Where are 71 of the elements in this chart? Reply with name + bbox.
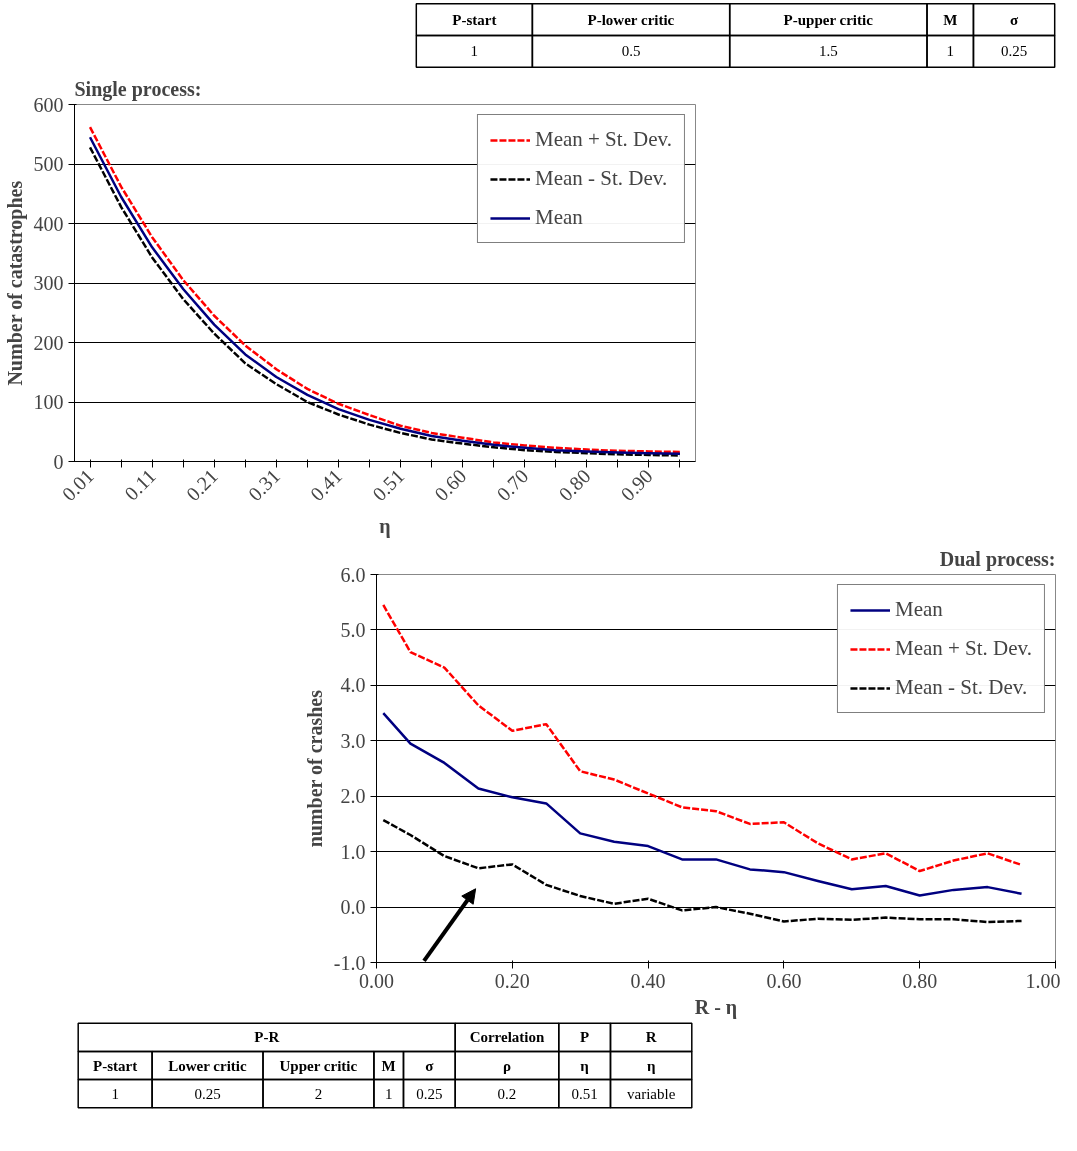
y-tick-label: 300 [33,272,64,294]
category-label: P-start [452,11,497,28]
y-tick-label: 4.0 [340,674,366,697]
y-tick-label: 100 [33,391,64,413]
legend-label: Mean - St. Dev. [894,675,1028,700]
category-label: Upper critic [279,1057,358,1074]
legend-label: Mean [894,597,943,622]
data-label: 0.25 [194,1085,221,1102]
data-label: 1.5 [818,43,838,60]
text: Correlation [469,1029,545,1046]
x-tick-label: 0.41 [305,464,347,506]
x-tick-label: 0.31 [243,464,285,506]
x-tick-label: 0.51 [367,464,409,506]
y-tick-label: 3.0 [340,729,366,752]
data-label: 1 [384,1085,393,1102]
data-label: 0.25 [1000,43,1028,60]
x-axis-title: R - η [694,995,738,1019]
data-label: 1 [111,1085,119,1102]
category-label: ρ [502,1057,511,1074]
data-label: 0.5 [621,43,641,60]
x-tick-label: 0.21 [181,464,222,506]
y-tick-label: 1.0 [340,840,366,863]
data-label: 1 [946,43,954,60]
y-tick-label: 200 [33,331,64,354]
data-label: 0.25 [416,1085,443,1102]
y-tick-label: 400 [33,212,64,235]
chart-title: Dual process: [939,547,1056,571]
legend-label: Mean - St. Dev. [534,166,668,191]
text: P [580,1029,590,1046]
text: P-R [254,1029,280,1046]
legend-label: Mean [534,205,583,230]
x-tick-label: 0.60 [430,464,471,506]
y-axis-title: number of crashes [303,689,326,848]
chart-title: Single process: [74,77,202,101]
category-label: η [646,1057,656,1074]
text: R [645,1029,657,1046]
category-label: P-start [93,1057,138,1074]
line-series [382,711,1023,897]
category-label: P-lower critic [587,11,675,28]
x-tick-label: 0.20 [494,969,530,992]
x-tick-label: 0.40 [630,969,666,992]
y-tick-label: 6.0 [340,563,366,586]
x-tick-label: 0.11 [120,464,160,505]
x-axis-title: η [379,515,391,539]
category-label: P-upper critic [783,11,874,28]
legend-label: Mean + St. Dev. [534,127,672,152]
legend-label: Mean + St. Dev. [894,636,1032,661]
y-tick-label: 500 [33,153,64,175]
x-tick-label: 1.00 [1025,969,1061,992]
x-tick-label: 0.80 [902,969,938,992]
category-label: η [580,1057,589,1074]
data-label: variable [626,1085,676,1102]
y-tick-label: 2.0 [340,785,366,808]
data-label: 0.51 [571,1085,598,1102]
data-label: 0.2 [497,1085,517,1102]
category-label: σ [1009,11,1019,28]
x-tick-label: 0.80 [554,464,595,506]
x-tick-label: 0.90 [616,464,657,506]
y-axis-title: Number of catastrophes [3,180,27,386]
y-tick-label: 0.0 [340,896,366,919]
y-tick-label: 600 [33,93,64,116]
data-label: 1 [470,43,479,60]
x-tick-label: 0.60 [766,969,802,992]
y-tick-label: 0 [53,450,64,473]
x-tick-label: 0.70 [492,464,533,506]
category-label: σ [425,1057,435,1074]
category-label: M [943,11,958,28]
category-label: Lower critic [168,1057,247,1074]
category-label: M [381,1057,396,1074]
y-tick-label: 5.0 [340,618,366,641]
data-label: 2 [314,1085,323,1102]
